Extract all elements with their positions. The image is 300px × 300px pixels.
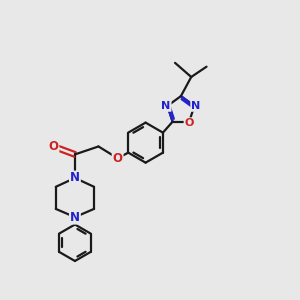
Text: N: N <box>70 211 80 224</box>
Text: N: N <box>191 101 200 111</box>
Text: O: O <box>184 118 194 128</box>
Text: O: O <box>112 152 123 165</box>
Text: N: N <box>161 101 171 111</box>
Text: N: N <box>70 172 80 184</box>
Text: O: O <box>48 140 59 153</box>
